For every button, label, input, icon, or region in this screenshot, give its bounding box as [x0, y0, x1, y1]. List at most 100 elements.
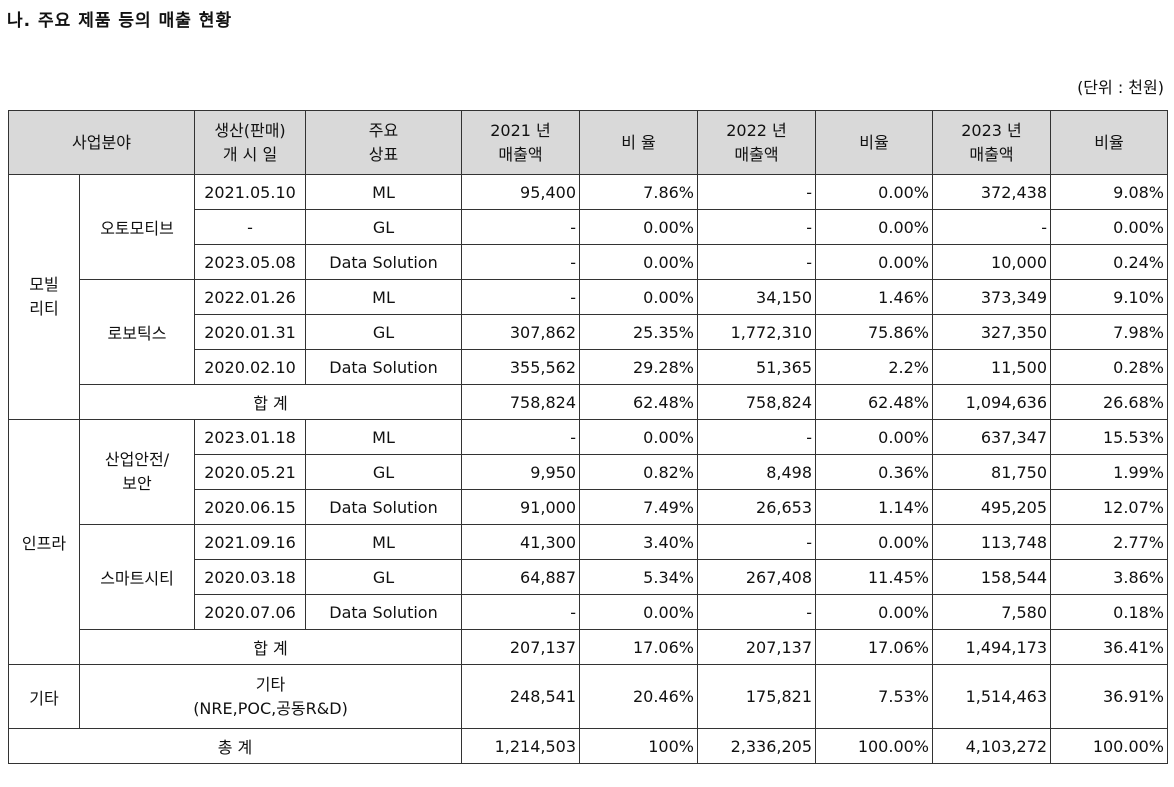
brand: Data Solution [305, 244, 462, 280]
subtotal-row-infra: 합 계 207,137 17.06% 207,137 17.06% 1,494,… [9, 629, 1168, 665]
ratio-2023: 1.99% [1050, 454, 1168, 490]
sales-2023: 373,349 [932, 279, 1051, 315]
header-2023-ratio: 비율 [1050, 110, 1168, 175]
ratio-2022: 1.14% [815, 489, 933, 525]
total-row: 총 계 1,214,503 100% 2,336,205 100.00% 4,1… [8, 728, 1168, 764]
ratio-2022: 75.86% [815, 314, 933, 350]
header-field: 사업분야 [8, 110, 195, 175]
sales-2022: 175,821 [697, 664, 816, 729]
sales-2023: 4,103,272 [932, 728, 1051, 764]
sales-2023: 1,514,463 [932, 664, 1051, 729]
header-2021-sales: 2021 년 매출액 [461, 110, 580, 175]
sales-2021: 95,400 [461, 174, 580, 210]
subtotal-row-mobility: 합 계 758,824 62.48% 758,824 62.48% 1,094,… [9, 384, 1168, 420]
start-date: 2021.09.16 [194, 524, 306, 560]
ratio-2021: 0.00% [579, 244, 698, 280]
brand: ML [305, 174, 462, 210]
sales-2022: - [697, 419, 816, 455]
sales-2023: 327,350 [932, 314, 1051, 350]
sales-2022: - [697, 244, 816, 280]
group-infra: 인프라 [8, 419, 80, 665]
ratio-2022: 11.45% [815, 559, 933, 595]
table-row: 로보틱스 2022.01.26 ML - 0.00% 34,150 1.46% … [9, 279, 1168, 385]
sales-2022: 2,336,205 [697, 728, 816, 764]
etc-row: 기타 기타 (NRE,POC,공동R&D) 248,541 20.46% 175,… [8, 664, 1168, 729]
sales-2022: 758,824 [697, 384, 816, 420]
brand: GL [305, 454, 462, 490]
group-etc: 기타 [8, 664, 80, 729]
sales-2023: 158,544 [932, 559, 1051, 595]
ratio-2021: 7.86% [579, 174, 698, 210]
sales-2022: - [697, 209, 816, 245]
sales-2023: 81,750 [932, 454, 1051, 490]
sales-2021: 41,300 [461, 524, 580, 560]
ratio-2021: 0.00% [579, 419, 698, 455]
ratio-2023: 0.24% [1050, 244, 1168, 280]
sales-2021: 91,000 [461, 489, 580, 525]
ratio-2023: 9.08% [1050, 174, 1168, 210]
brand: ML [305, 524, 462, 560]
ratio-2022: 7.53% [815, 664, 933, 729]
brand: ML [305, 279, 462, 315]
ratio-2023: 15.53% [1050, 419, 1168, 455]
header-row: 사업분야 생산(판매) 개 시 일 주요 상표 2021 년 매출액 비 율 2022… [8, 110, 1168, 175]
ratio-2021: 100% [579, 728, 698, 764]
start-date: 2020.07.06 [194, 594, 306, 630]
brand: GL [305, 209, 462, 245]
ratio-2022: 0.00% [815, 209, 933, 245]
subtotal-label: 합 계 [79, 629, 462, 665]
ratio-2022: 100.00% [815, 728, 933, 764]
sales-2021: 355,562 [461, 349, 580, 385]
ratio-2021: 0.82% [579, 454, 698, 490]
sales-2021: - [461, 594, 580, 630]
sales-2023: 637,347 [932, 419, 1051, 455]
ratio-2022: 0.00% [815, 174, 933, 210]
sales-2023: 495,205 [932, 489, 1051, 525]
section-title: 나. 주요 제품 등의 매출 현황 [7, 11, 233, 31]
total-label: 총 계 [8, 728, 462, 764]
sales-2022: - [697, 524, 816, 560]
start-date: 2020.06.15 [194, 489, 306, 525]
ratio-2021: 0.00% [579, 209, 698, 245]
ratio-2023: 0.28% [1050, 349, 1168, 385]
sales-2023: 11,500 [932, 349, 1051, 385]
sales-2022: - [697, 594, 816, 630]
brand: Data Solution [305, 349, 462, 385]
brand: GL [305, 314, 462, 350]
sales-2023: 372,438 [932, 174, 1051, 210]
sales-2023: 1,494,173 [932, 629, 1051, 665]
subgroup-safety: 산업안전/보안 [79, 419, 195, 525]
sales-2023: - [932, 209, 1051, 245]
sales-2022: 51,365 [697, 349, 816, 385]
sales-2021: 1,214,503 [461, 728, 580, 764]
sales-2021: 207,137 [461, 629, 580, 665]
start-date: 2022.01.26 [194, 279, 306, 315]
sales-2023: 1,094,636 [932, 384, 1051, 420]
ratio-2023: 36.91% [1050, 664, 1168, 729]
ratio-2023: 2.77% [1050, 524, 1168, 560]
ratio-2021: 0.00% [579, 594, 698, 630]
table-row: 2020.06.15 Data Solution 91,000 7.49% 26… [9, 489, 1168, 525]
start-date: 2020.05.21 [194, 454, 306, 490]
start-date: 2021.05.10 [194, 174, 306, 210]
subtotal-label: 합 계 [79, 384, 462, 420]
start-date: 2023.05.08 [194, 244, 306, 280]
sales-2021: 758,824 [461, 384, 580, 420]
ratio-2023: 3.86% [1050, 559, 1168, 595]
brand: ML [305, 419, 462, 455]
ratio-2023: 36.41% [1050, 629, 1168, 665]
sales-2023: 113,748 [932, 524, 1051, 560]
ratio-2023: 0.18% [1050, 594, 1168, 630]
table-row: - GL - 0.00% - 0.00% - 0.00% [9, 209, 1168, 245]
ratio-2021: 17.06% [579, 629, 698, 665]
header-brand: 주요 상표 [305, 110, 462, 175]
start-date: - [194, 209, 306, 245]
subgroup-automotive: 오토모티브 [79, 174, 195, 280]
table-row: 2020.03.18 GL 64,887 5.34% 267,408 11.45… [9, 559, 1168, 595]
sales-table: 사업분야 생산(판매) 개 시 일 주요 상표 2021 년 매출액 비 율 2022… [8, 110, 1168, 764]
sales-2023: 7,580 [932, 594, 1051, 630]
ratio-2022: 62.48% [815, 384, 933, 420]
ratio-2021: 20.46% [579, 664, 698, 729]
ratio-2023: 7.98% [1050, 314, 1168, 350]
ratio-2022: 0.00% [815, 244, 933, 280]
